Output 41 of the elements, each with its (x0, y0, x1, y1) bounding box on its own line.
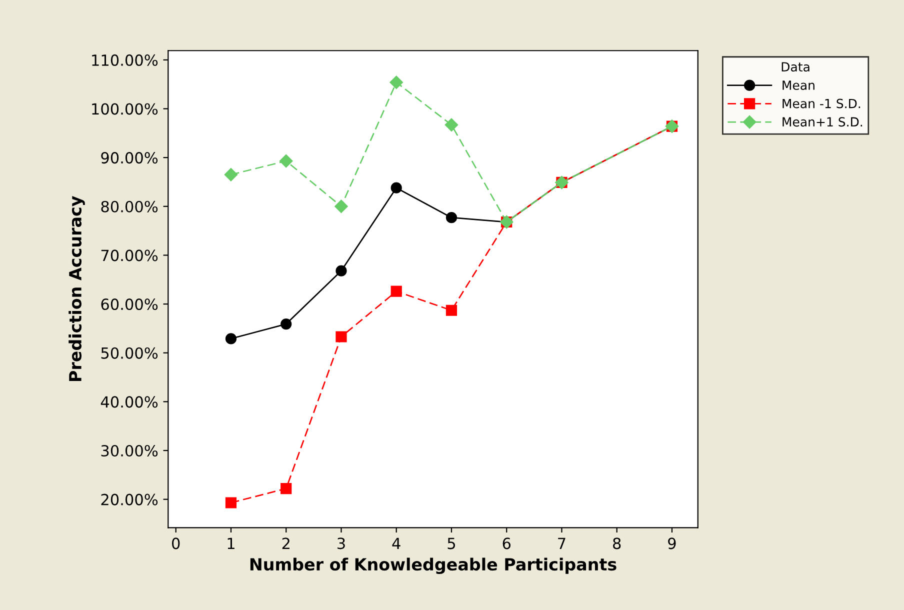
point (224, 168, 238, 182)
point (446, 212, 458, 224)
y-tick-label: 110.00% (92, 54, 158, 66)
y-tick-label: 90.00% (101, 152, 158, 164)
point (444, 118, 458, 132)
x-tick-label: 4 (392, 538, 400, 549)
point (390, 286, 402, 297)
x-axis-title: Number of Knowledgeable Participants (250, 558, 616, 574)
point (280, 318, 292, 330)
y-tick-label: 20.00% (101, 494, 158, 506)
point (225, 333, 237, 344)
legend-title: Data (782, 62, 810, 72)
y-tick-label: 40.00% (100, 396, 158, 408)
legend-label: Mean+1 S.D. (782, 117, 862, 127)
point (390, 182, 402, 194)
legend-label: Mean (782, 80, 814, 90)
point (336, 265, 347, 276)
y-tick-label: 30.00% (101, 444, 158, 457)
point (446, 304, 458, 316)
y-tick-label: 60.00% (101, 298, 158, 310)
y-tick-label: 100.00% (92, 103, 158, 115)
x-tick-label: 8 (613, 538, 621, 550)
x-tick-label: 5 (448, 538, 456, 550)
x-tick-label: 6 (502, 538, 511, 550)
point (336, 331, 347, 342)
x-tick-label: 3 (338, 538, 345, 550)
legend-label: Mean -1 S.D. (782, 98, 860, 108)
point (280, 483, 292, 494)
x-tick-label: 7 (558, 538, 566, 549)
x-tick-label: 1 (228, 538, 234, 549)
y-axis-title: Prediction Accuracy (68, 196, 85, 382)
x-tick-label: 0 (172, 538, 180, 550)
point (225, 497, 237, 508)
x-tick-label: 2 (282, 538, 290, 549)
y-tick-label: 70.00% (101, 250, 158, 262)
y-tick-label: 50.00% (101, 347, 158, 359)
y-tick-label: 80.00% (101, 200, 158, 212)
point (280, 154, 293, 168)
x-tick-label: 9 (668, 538, 676, 550)
point (390, 76, 403, 89)
point (334, 200, 348, 213)
